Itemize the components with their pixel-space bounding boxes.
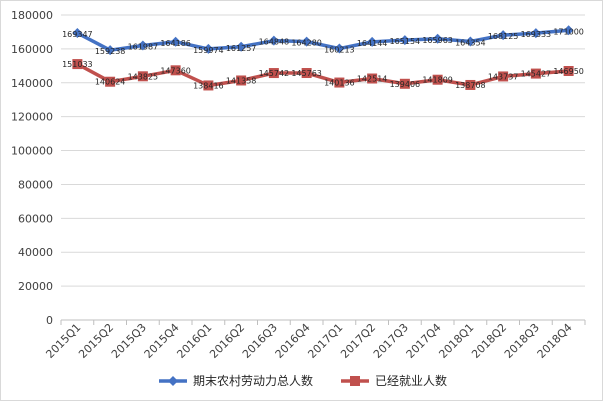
data-point <box>268 35 279 46</box>
data-point <box>465 79 476 90</box>
data-label: 164144 <box>357 39 388 48</box>
data-point <box>137 40 148 51</box>
data-point <box>367 73 378 84</box>
series-line-1 <box>76 28 569 52</box>
x-tick-label: 2015Q4 <box>142 321 182 361</box>
data-label: 146950 <box>553 67 584 76</box>
y-tick-label: 0 <box>46 314 53 327</box>
data-point <box>105 76 116 87</box>
y-tick-label: 60000 <box>18 212 53 225</box>
y-tick-label: 40000 <box>18 246 53 259</box>
data-point <box>203 80 214 91</box>
data-point <box>465 36 476 47</box>
data-label: 140624 <box>95 78 126 87</box>
data-label: 164354 <box>455 39 486 48</box>
data-point <box>530 28 541 39</box>
legend-label-1: 期末农村劳动力总人数 <box>193 373 313 388</box>
data-label: 159238 <box>95 47 126 56</box>
data-label: 159974 <box>193 46 224 55</box>
data-label: 169333 <box>521 30 552 39</box>
x-tick-label: 2016Q1 <box>174 321 214 361</box>
x-tick-label: 2016Q2 <box>207 321 247 361</box>
x-tick-label: 2017Q1 <box>305 321 345 361</box>
data-point <box>498 30 509 41</box>
y-tick-label: 20000 <box>18 280 53 293</box>
x-tick-label: 2017Q4 <box>404 321 444 361</box>
data-point <box>498 71 509 82</box>
data-label: 141809 <box>422 76 453 85</box>
data-label: 165963 <box>422 36 453 45</box>
data-label: 161257 <box>226 44 257 53</box>
data-label: 169347 <box>62 30 93 39</box>
data-label: 145742 <box>259 69 290 78</box>
data-point <box>72 59 83 70</box>
data-point <box>170 65 181 76</box>
data-label: 142514 <box>357 75 388 84</box>
data-point <box>432 74 443 85</box>
data-label: 143737 <box>488 72 519 81</box>
x-tick-label: 2018Q1 <box>436 321 476 361</box>
data-label: 164848 <box>259 38 290 47</box>
data-point <box>301 68 312 79</box>
data-point <box>432 33 443 44</box>
data-point <box>563 66 574 77</box>
data-point <box>334 77 345 88</box>
data-label: 171000 <box>553 27 584 36</box>
data-label: 141358 <box>226 76 257 85</box>
x-tick-label: 2016Q4 <box>273 321 313 361</box>
x-tick-label: 2018Q2 <box>469 321 509 361</box>
data-label: 160213 <box>324 46 355 55</box>
data-point <box>334 43 345 54</box>
y-tick-label: 180000 <box>11 9 53 22</box>
data-point <box>236 75 247 86</box>
data-label: 161987 <box>128 43 159 52</box>
data-label: 145427 <box>521 70 552 79</box>
y-tick-label: 120000 <box>11 111 53 124</box>
data-label: 151033 <box>62 60 93 69</box>
data-point <box>203 43 214 54</box>
data-point <box>268 68 279 79</box>
data-label: 140136 <box>324 79 355 88</box>
x-tick-label: 2015Q2 <box>76 321 116 361</box>
data-label: 143825 <box>128 72 159 81</box>
data-point <box>72 28 83 39</box>
data-label: 145763 <box>291 69 322 78</box>
y-tick-label: 140000 <box>11 77 53 90</box>
data-label: 138416 <box>193 81 224 90</box>
x-tick-label: 2017Q3 <box>371 321 411 361</box>
data-point <box>367 36 378 47</box>
y-tick-label: 160000 <box>11 43 53 56</box>
x-tick-label: 2018Q3 <box>502 321 542 361</box>
legend-label-2: 已经就业人数 <box>375 373 447 388</box>
data-point <box>105 45 116 56</box>
x-tick-label: 2016Q3 <box>240 321 280 361</box>
data-point <box>530 68 541 79</box>
legend-marker-1 <box>168 376 178 386</box>
y-tick-label: 100000 <box>11 145 53 158</box>
x-tick-label: 2015Q3 <box>109 321 149 361</box>
data-label: 164186 <box>160 39 191 48</box>
data-point <box>563 25 574 36</box>
data-point <box>399 78 410 89</box>
data-label: 168125 <box>488 32 519 41</box>
x-tick-label: 2018Q4 <box>535 321 575 361</box>
series-line-2 <box>76 62 569 88</box>
data-label: 164280 <box>291 39 322 48</box>
data-label: 138708 <box>455 81 486 90</box>
data-point <box>236 41 247 52</box>
legend-marker-2 <box>350 376 360 386</box>
data-label: 165154 <box>390 37 421 46</box>
data-point <box>170 36 181 47</box>
data-label: 139406 <box>390 80 421 89</box>
y-tick-label: 80000 <box>18 178 53 191</box>
x-tick-label: 2017Q2 <box>338 321 378 361</box>
data-point <box>301 36 312 47</box>
data-point <box>399 35 410 46</box>
data-label: 147360 <box>160 66 191 75</box>
data-point <box>137 71 148 82</box>
